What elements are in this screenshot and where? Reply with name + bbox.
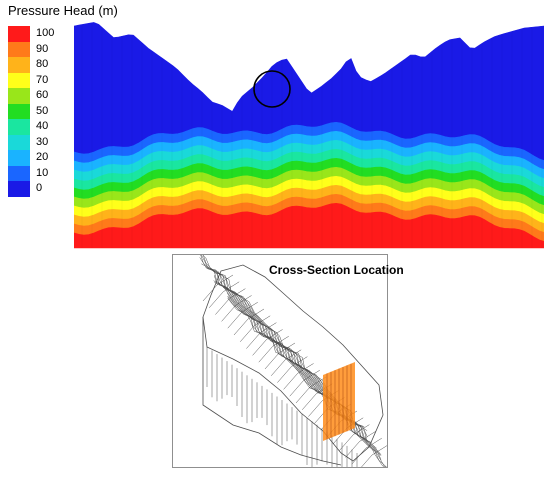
pressure-head-bands <box>74 22 544 249</box>
terrain-mesh-view <box>199 255 387 467</box>
terrain-mesh-column <box>258 335 289 363</box>
section-mesh-lines <box>81 22 543 248</box>
terrain-mesh-column <box>289 369 320 397</box>
cross-section-plane-lines <box>326 363 352 440</box>
legend-swatch-100 <box>8 26 30 42</box>
legend-label-30: 30 <box>36 135 49 148</box>
band-100 <box>74 202 544 249</box>
terrain-mesh-column <box>246 322 277 349</box>
legend-label-10: 10 <box>36 166 49 179</box>
terrain-mesh-column <box>221 295 252 322</box>
legend-label-80: 80 <box>36 58 49 70</box>
terrain-mesh <box>199 255 387 467</box>
highlight-circle <box>253 70 291 108</box>
legend-swatch-80 <box>8 57 30 73</box>
legend-swatch-20 <box>8 150 30 166</box>
legend-swatch-10 <box>8 165 30 181</box>
terrain-mesh-row <box>227 298 387 467</box>
legend-label-70: 70 <box>36 73 49 86</box>
terrain-mesh-column <box>209 281 240 308</box>
cross-section-contour-plot <box>74 22 544 249</box>
inset-title: Cross-Section Location <box>269 263 404 277</box>
legend-swatch-0 <box>8 181 30 197</box>
terrain-mesh-column <box>295 376 327 404</box>
legend-label-100: 100 <box>36 27 55 39</box>
terrain-mesh-column <box>240 315 271 342</box>
terrain-mesh-column <box>351 437 382 465</box>
terrain-mesh-column <box>215 288 246 315</box>
terrain-mesh-column <box>271 349 302 376</box>
terrain-mesh-column <box>339 424 370 451</box>
legend-label-0: 0 <box>36 182 43 194</box>
legend-label-40: 40 <box>36 120 49 132</box>
terrain-mesh-column <box>227 301 258 329</box>
terrain-mesh-column <box>345 431 376 458</box>
legend-swatch-70 <box>8 72 30 88</box>
terrain-mesh-column <box>277 356 308 383</box>
terrain-mesh-column <box>252 329 283 356</box>
terrain-mesh-row <box>228 296 385 467</box>
terrain-mesh-column <box>283 363 314 390</box>
legend-title: Pressure Head (m) <box>8 3 118 18</box>
legend-label-50: 50 <box>36 104 49 117</box>
legend-swatch-40 <box>8 119 30 135</box>
terrain-mesh-column <box>233 308 265 336</box>
terrain-mesh-column <box>264 342 296 370</box>
legend-label-90: 90 <box>36 42 49 55</box>
legend-swatch-50 <box>8 103 30 119</box>
legend-color-bar <box>8 26 30 197</box>
legend-label-60: 60 <box>36 89 49 101</box>
legend-swatch-90 <box>8 41 30 57</box>
cross-section-location-panel: Cross-Section Location <box>172 254 404 468</box>
terrain-lower-edge <box>202 317 342 466</box>
legend-label-20: 20 <box>36 151 49 163</box>
terrain-mesh-column <box>361 445 387 467</box>
legend-swatch-60 <box>8 88 30 104</box>
terrain-mesh-column <box>202 274 234 302</box>
legend-swatch-30 <box>8 134 30 150</box>
